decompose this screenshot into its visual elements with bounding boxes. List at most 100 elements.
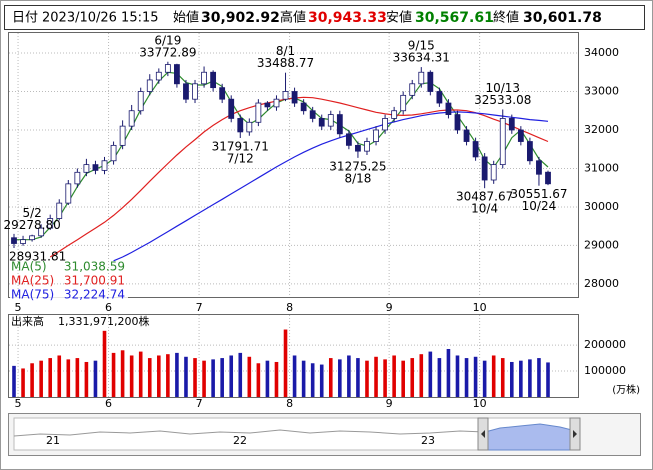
navigator-selection[interactable]	[484, 423, 573, 451]
candle-body	[499, 118, 506, 166]
volume-bar	[464, 358, 469, 397]
volume-bar	[84, 361, 89, 397]
header-value: 30,902.92	[201, 10, 280, 26]
header-label: 安値	[386, 10, 412, 26]
candle-body	[472, 141, 479, 158]
volume-bar	[111, 352, 116, 397]
volume-bar	[356, 358, 360, 397]
candle-body	[454, 114, 461, 131]
volume-bar	[75, 358, 80, 397]
annotation-date: 8/18	[344, 171, 371, 185]
candle-body	[183, 83, 189, 100]
volume-bar	[491, 355, 496, 397]
volume-bar	[546, 362, 550, 397]
header-value: 30,943.33	[308, 10, 387, 26]
x-tick-label: 6	[105, 397, 112, 410]
volume-bar	[129, 355, 134, 397]
candle-body	[110, 144, 117, 162]
candle-body	[391, 110, 398, 119]
volume-bar	[347, 355, 351, 397]
volume-bar	[383, 359, 387, 397]
volume-bar	[66, 359, 71, 397]
candle-body	[174, 64, 180, 85]
annotation-date: 8/1	[276, 44, 295, 58]
candle-body	[201, 71, 207, 85]
volume-bar	[274, 361, 279, 397]
volume-bar	[229, 355, 234, 397]
x-tick-label: 7	[196, 301, 203, 314]
candle-body	[300, 102, 307, 112]
volume-bar	[147, 358, 152, 397]
candle-body	[101, 160, 108, 171]
volume-bar	[193, 358, 197, 397]
candle-body	[74, 171, 81, 185]
volume-bar	[30, 363, 34, 397]
annotation-date: 5/2	[22, 206, 41, 220]
x-tick-label: 9	[386, 397, 393, 410]
legend-value: 31,700.91	[64, 274, 125, 288]
x-tick-label: 8	[286, 397, 293, 410]
candle-body	[318, 118, 325, 127]
volume-bar	[93, 360, 98, 397]
volume-bar	[482, 360, 487, 397]
candle-body	[47, 218, 54, 229]
annotation-value: 33772.89	[139, 45, 196, 59]
candle-body	[128, 110, 135, 127]
y-tick-label: 29000	[584, 238, 619, 251]
legend-value: 31,038.59	[64, 260, 125, 274]
candle-body	[246, 121, 253, 133]
navigator-trace	[13, 429, 486, 437]
volume-bar	[519, 360, 523, 397]
candle-body	[119, 125, 126, 146]
volume-bar	[301, 360, 306, 397]
volume-bar	[175, 352, 179, 397]
candle-body	[409, 83, 416, 96]
candle-body	[210, 71, 217, 89]
volume-title: 出来高	[11, 314, 44, 328]
volume-bar	[509, 361, 514, 397]
annotation-date: 9/15	[408, 39, 435, 53]
candle-body	[418, 71, 425, 85]
volume-bar	[39, 360, 43, 397]
volume-bar	[247, 356, 252, 397]
candle-body	[373, 129, 379, 142]
candle-body	[146, 79, 153, 92]
candle-body	[545, 171, 551, 185]
candle-body	[400, 94, 407, 112]
annotation-date: 10/13	[485, 81, 520, 95]
annotation-date: 7/12	[227, 151, 254, 165]
candle-body	[83, 164, 90, 173]
y-tick-label: 33000	[584, 84, 619, 97]
volume-bar	[437, 358, 442, 397]
header-label: 終値	[493, 10, 519, 26]
legend-name: MA(25)	[11, 274, 54, 288]
volume-bar	[12, 365, 16, 397]
navigator-label: 22	[233, 434, 247, 447]
annotation-value: 30551.67	[510, 187, 567, 201]
arrow-icon	[573, 430, 577, 438]
x-tick-label: 10	[473, 397, 487, 410]
candle-body	[327, 114, 334, 127]
candle-body	[517, 129, 524, 142]
candle-body	[382, 118, 388, 131]
volume-bar	[410, 358, 415, 397]
candle-body	[255, 102, 262, 123]
volume-bar	[202, 360, 206, 397]
volume-bar	[401, 360, 405, 397]
x-tick-label: 6	[105, 301, 112, 314]
candle-body	[490, 164, 497, 181]
header-label: 日付	[12, 11, 38, 26]
volume-bar	[455, 355, 460, 397]
annotation-value: 33488.77	[257, 56, 314, 70]
candle-body	[155, 71, 162, 81]
candle-body	[92, 164, 99, 171]
annotation-value: 28931.81	[9, 250, 66, 264]
candle-body	[273, 98, 280, 108]
candle-body	[228, 98, 235, 119]
candle-body	[56, 202, 63, 219]
x-tick-label: 5	[15, 397, 22, 410]
y-tick-label: 100000	[584, 364, 626, 377]
volume-bar	[256, 363, 261, 397]
volume-bar	[184, 356, 188, 397]
candle-body	[137, 91, 144, 112]
